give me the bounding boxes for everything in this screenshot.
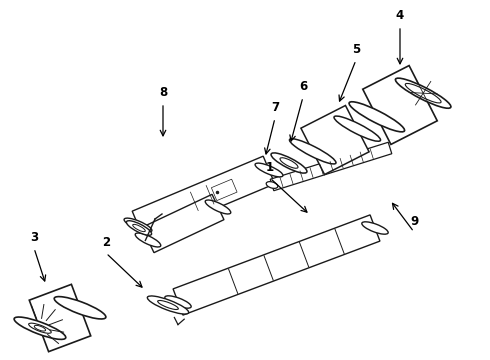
Polygon shape — [29, 284, 91, 352]
Text: 8: 8 — [159, 86, 167, 99]
Polygon shape — [132, 156, 275, 239]
Polygon shape — [211, 179, 237, 201]
Ellipse shape — [290, 139, 336, 164]
Ellipse shape — [165, 296, 191, 308]
Ellipse shape — [266, 182, 278, 188]
Text: 4: 4 — [396, 9, 404, 22]
Polygon shape — [142, 194, 224, 253]
Ellipse shape — [349, 102, 405, 132]
Polygon shape — [301, 105, 369, 175]
Text: 9: 9 — [410, 215, 418, 228]
Text: 7: 7 — [271, 101, 279, 114]
Ellipse shape — [271, 153, 307, 173]
Ellipse shape — [205, 200, 231, 214]
Ellipse shape — [14, 317, 66, 339]
Ellipse shape — [54, 297, 106, 319]
Ellipse shape — [255, 163, 283, 177]
Polygon shape — [363, 66, 437, 144]
Polygon shape — [270, 142, 392, 191]
Polygon shape — [173, 215, 380, 315]
Ellipse shape — [147, 296, 189, 314]
Ellipse shape — [362, 222, 388, 234]
Text: 2: 2 — [102, 236, 110, 249]
Ellipse shape — [29, 323, 51, 333]
Ellipse shape — [135, 233, 161, 247]
Text: 1: 1 — [266, 161, 274, 174]
Ellipse shape — [126, 221, 151, 235]
Ellipse shape — [334, 116, 381, 141]
Ellipse shape — [124, 218, 152, 232]
Text: 6: 6 — [299, 80, 307, 93]
Ellipse shape — [395, 78, 451, 108]
Text: 3: 3 — [30, 231, 38, 244]
Text: 5: 5 — [352, 43, 360, 56]
